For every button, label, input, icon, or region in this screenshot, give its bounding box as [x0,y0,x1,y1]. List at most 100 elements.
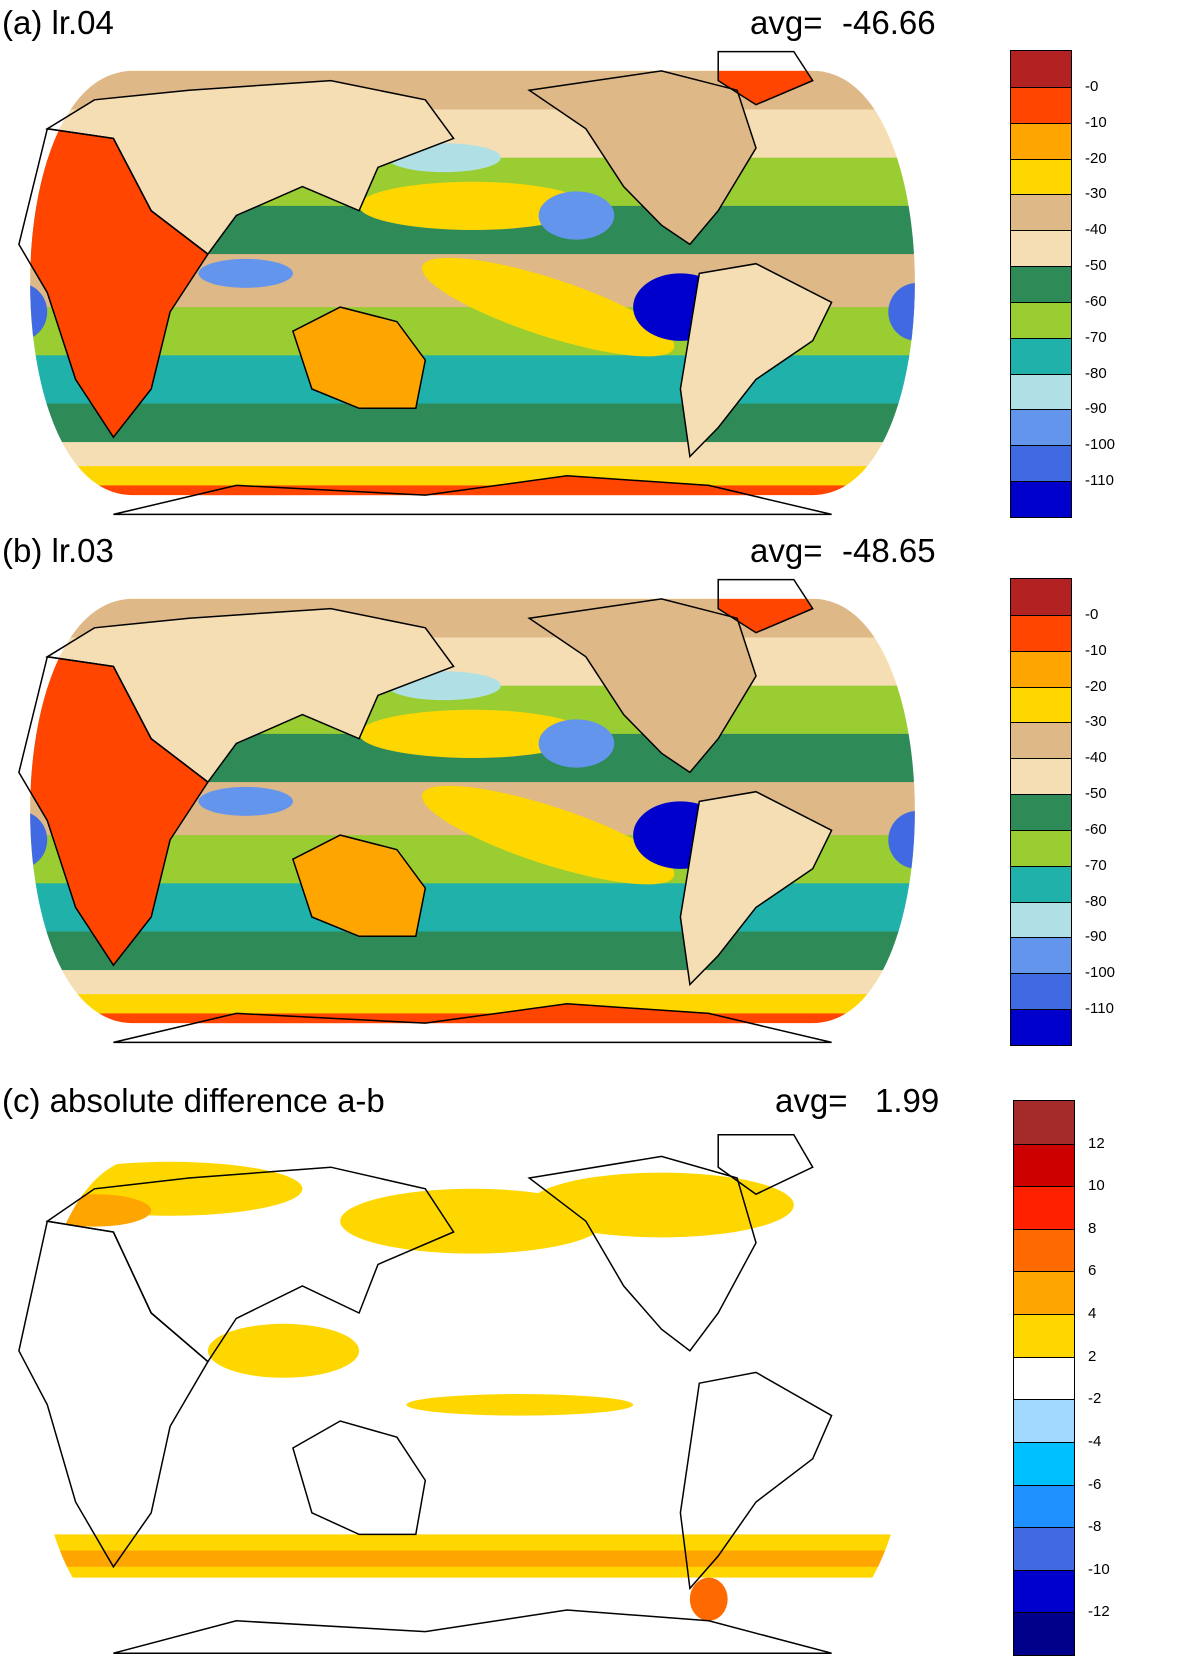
colorbar-tick-label: -80 [1085,364,1107,382]
colorbar-swatch [1014,1569,1074,1613]
colorbar-swatch [1014,1356,1074,1400]
colorbar-tick-label: -110 [1085,1000,1114,1018]
colorbar-swatch [1014,1228,1074,1272]
colorbar-swatch [1011,51,1071,87]
colorbar-swatch [1011,937,1071,974]
colorbar-swatch [1011,230,1071,267]
colorbar-tick-label: -6 [1088,1475,1102,1493]
colorbar-swatch [1011,266,1071,302]
panel-c-title: (c) absolute difference a-b [2,1082,385,1119]
colorbar-tick-label: -20 [1085,677,1107,695]
field-band [30,442,915,468]
field-band [30,466,915,487]
colorbar-swatch [1014,1186,1074,1229]
coastline [527,70,757,246]
panel-b-avg-value: -48.65 [842,532,936,569]
coastline [113,1609,832,1654]
colorbar-tick-label: -8 [1088,1518,1102,1536]
colorbar-tick-label: -100 [1085,436,1116,454]
coastline [45,607,455,784]
colorbar-swatch [1011,973,1071,1010]
coastline [113,475,832,516]
panel-a-colorbar: -0 -10 -20 -30 -40 -50 -60 -70 -80 -90 -100 -110 [1010,50,1115,518]
panel-b: (b) lr.03 avg= -48.65 -0 -10 -20 -30 -40 -50-… [0,532,1191,1080]
panel-c-avg-value: 1.99 [875,1082,940,1119]
colorbar-swatch [1011,481,1071,517]
colorbar-swatch [1014,1314,1074,1357]
colorbar-swatch [1014,1612,1074,1655]
coastline [45,1166,455,1363]
colorbar-swatch [1014,1399,1074,1442]
colorbar-swatch [1014,1101,1074,1144]
colorbar-swatch [1011,409,1071,446]
colorbar-swatch [1011,686,1071,723]
colorbar-swatch [1011,865,1071,902]
panel-c: (c) absolute difference a-b avg= 1.99 12… [0,1082,1191,1677]
colorbar-tick-label: -110 [1085,472,1114,490]
colorbar-tick-label: -4 [1088,1432,1102,1450]
colorbar-tick-label: 12 [1088,1134,1105,1152]
colorbar-swatch [1014,1441,1074,1485]
coastline [291,306,427,410]
colorbar-tick-label: -12 [1088,1603,1110,1621]
colorbar-tick-label: -70 [1085,328,1107,346]
coastline [679,262,833,459]
colorbar-swatch [1014,1143,1074,1187]
colorbar-swatch [1011,301,1071,338]
colorbar-swatch [1011,650,1071,687]
colorbar-tick-label: -80 [1085,892,1107,910]
colorbar-tick-label: -20 [1085,149,1107,167]
colorbar-swatch [1011,445,1071,482]
colorbar-tick-label: 6 [1088,1262,1097,1280]
panel-c-colorbar: 12 10 8 6 4 2 -2 -4 -6 -8 -10 -12 [1013,1100,1110,1656]
coastline [45,79,455,256]
colorbar-tick-label: -10 [1085,113,1107,131]
colorbar-tick-label: 2 [1088,1347,1097,1365]
colorbar-swatch [1014,1271,1074,1315]
colorbar-tick-label: 8 [1088,1219,1097,1237]
coastline [113,1003,832,1044]
coastline [679,790,833,987]
colorbar-tick-label: -30 [1085,713,1107,731]
field-band [30,403,915,444]
colorbar-tick-label: -60 [1085,292,1107,310]
colorbar-tick-label: -50 [1085,257,1107,275]
colorbar-tick-label: 4 [1088,1305,1097,1323]
coastline [717,50,814,106]
panel-b-colorbar: -0 -10 -20 -30 -40 -50 -60 -70 -80 -90 -100 -110 [1010,578,1115,1046]
colorbar-swatch [1011,86,1071,123]
colorbar-tick-label: -10 [1085,641,1107,659]
colorbar-tick-label: -2 [1088,1390,1102,1408]
colorbar-tick-label: -90 [1085,400,1107,418]
colorbar-swatch [1011,579,1071,615]
coastline [679,1371,833,1591]
field-band [30,931,915,972]
colorbar-tick-label: -60 [1085,820,1107,838]
colorbar-tick-label: -70 [1085,856,1107,874]
colorbar-swatch [1014,1484,1074,1528]
panel-a-map [18,50,915,516]
panel-a-title: (a) lr.04 [2,4,114,41]
colorbar-tick-label: -0 [1085,605,1099,623]
colorbar-swatch [1011,829,1071,866]
coastline [527,598,757,774]
colorbar-tick-label: -50 [1085,785,1107,803]
coastline [527,1155,757,1352]
colorbar-tick-label: -40 [1085,749,1107,767]
panel-b-map [18,578,915,1044]
colorbar-tick-label: 10 [1088,1177,1105,1195]
colorbar-swatch [1011,373,1071,410]
colorbar-tick-label: -90 [1085,928,1107,946]
colorbar-swatch [1011,1009,1071,1045]
colorbar-tick-label: -40 [1085,221,1107,239]
coastline [717,1134,814,1196]
coastline [292,1420,427,1536]
colorbar-swatch [1011,722,1071,759]
panel-c-map [18,1134,911,1654]
panel-a-avg-label: avg= [750,4,823,41]
colorbar-swatch [1011,794,1071,830]
colorbar-tick-label: -30 [1085,185,1107,203]
colorbar-swatch [1011,614,1071,651]
coastline [717,578,814,634]
panel-a: (a) lr.04 avg= -46.66 -0 -10 -20 -30 -40 -50-… [0,4,1191,552]
